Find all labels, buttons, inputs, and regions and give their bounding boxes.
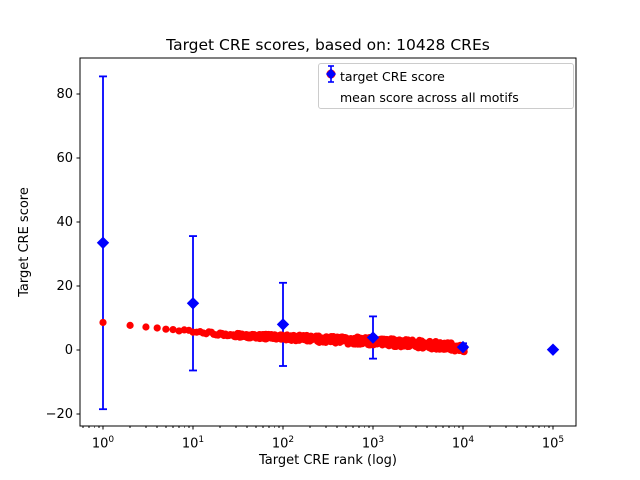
target-score-dot bbox=[99, 318, 107, 327]
mean-score-diamond bbox=[456, 340, 470, 354]
y-axis-label: Target CRE score bbox=[17, 187, 32, 297]
mean-score-diamond bbox=[276, 318, 290, 331]
legend-label: target CRE score bbox=[340, 69, 445, 84]
blue-diamond-errorbar-icon bbox=[326, 65, 336, 83]
legend: target CRE score mean score across all m… bbox=[318, 63, 574, 109]
target-score-dot bbox=[153, 324, 161, 332]
target-score-dot bbox=[142, 323, 150, 331]
x-tick-label: 103 bbox=[361, 435, 385, 452]
y-tick-label: −20 bbox=[45, 406, 73, 422]
chart-title: Target CRE scores, based on: 10428 CREs bbox=[166, 36, 490, 54]
y-tick-label: 60 bbox=[56, 150, 73, 166]
target-score-dot bbox=[169, 326, 177, 334]
axes-spines bbox=[79, 57, 577, 427]
y-tick-label: 40 bbox=[56, 214, 73, 230]
target-score-dot bbox=[126, 321, 134, 329]
x-tick-label: 101 bbox=[181, 435, 205, 452]
mean-score-diamond bbox=[186, 297, 200, 310]
y-tick-label: 0 bbox=[64, 342, 73, 358]
legend-label: mean score across all motifs bbox=[340, 90, 519, 105]
x-axis-label: Target CRE rank (log) bbox=[259, 453, 397, 468]
mean-score-diamond bbox=[366, 331, 380, 344]
y-tick-label: 80 bbox=[56, 86, 73, 102]
mean-score-diamond bbox=[96, 236, 110, 249]
y-tick-label: 20 bbox=[56, 278, 73, 294]
x-tick-label: 104 bbox=[451, 435, 475, 452]
legend-entry-target-score: target CRE score bbox=[319, 66, 573, 87]
legend-entry-mean-score: mean score across all motifs bbox=[319, 65, 573, 108]
mean-score-diamond bbox=[546, 343, 560, 356]
x-tick-label: 102 bbox=[271, 435, 295, 452]
x-tick-label: 105 bbox=[541, 435, 565, 452]
x-tick-label: 100 bbox=[91, 435, 115, 452]
target-score-dot bbox=[162, 325, 170, 333]
